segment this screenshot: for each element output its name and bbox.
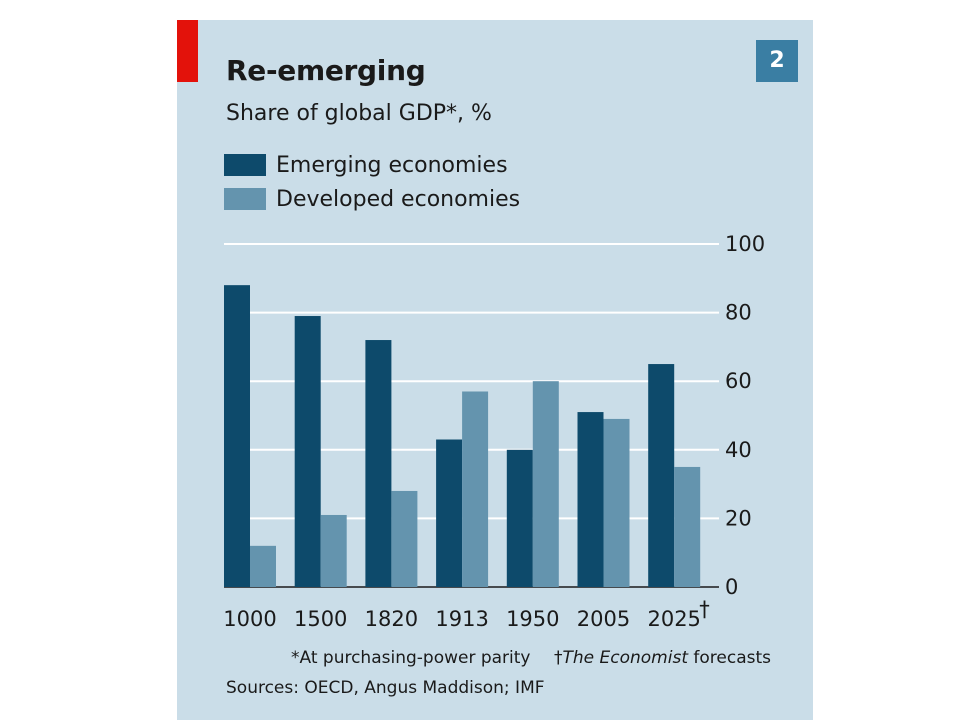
bar-emerging-1820 [365,340,392,587]
x-tick-label-2005: 2005 [577,607,630,631]
bar-emerging-1500 [294,316,321,587]
x-tick-label-1000: 1000 [223,607,276,631]
economist-red-tab [177,20,198,82]
x-tick-label-2025: 2025 [647,607,700,631]
y-tick-label-40: 40 [725,438,752,462]
footnote-forecast-mark: † [554,648,563,668]
x-tick-label-1950: 1950 [506,607,559,631]
x-tick-label-1500: 1500 [294,607,347,631]
bar-emerging-1950 [506,449,533,587]
bar-emerging-2005 [577,412,604,587]
legend-item-emerging: Emerging economies [224,152,508,178]
footnote-ppp: *At purchasing-power parity [291,648,531,668]
bar-emerging-2025 [648,364,675,587]
x-tick-mark-2025: † [699,597,710,621]
y-tick-label-0: 0 [725,575,738,599]
y-tick-label-20: 20 [725,506,752,530]
x-tick-label-1820: 1820 [365,607,418,631]
chart-number-badge: 2 [756,40,798,82]
chart-title: Re-emerging [226,54,426,87]
legend-label-emerging: Emerging economies [276,152,508,178]
legend-swatch-developed [224,188,266,210]
bar-developed-2025 [674,466,701,587]
bar-developed-1950 [532,381,559,587]
y-tick-label-100: 100 [725,232,765,256]
legend-label-developed: Developed economies [276,186,521,212]
bar-developed-1000 [250,545,276,587]
legend-swatch-emerging [224,154,266,176]
x-tick-label-1913: 1913 [435,607,488,631]
legend-item-developed: Developed economies [224,186,520,212]
footnote-forecast-suffix: forecasts [688,648,772,668]
y-tick-label-60: 60 [725,369,752,393]
bar-emerging-1000 [224,285,250,587]
chart-subtitle: Share of global GDP*, % [226,101,492,126]
footnote-forecast-source: The Economist [562,648,689,668]
bar-developed-1500 [320,514,347,587]
bar-developed-2005 [603,418,630,587]
footnote-forecast: †The Economist forecasts [554,648,771,668]
bar-emerging-1913 [436,439,463,587]
footnote-sources: Sources: OECD, Angus Maddison; IMF [226,678,545,698]
bar-developed-1820 [391,490,418,587]
bar-developed-1913 [462,391,489,587]
bar-chart: 0 20 40 60 80 100 1000 1500 1820 1913 1950 2005 2025… [223,232,765,631]
y-tick-label-80: 80 [725,301,752,325]
chart-panel: 2 Re-emerging Share of global GDP*, % Em… [177,20,813,720]
